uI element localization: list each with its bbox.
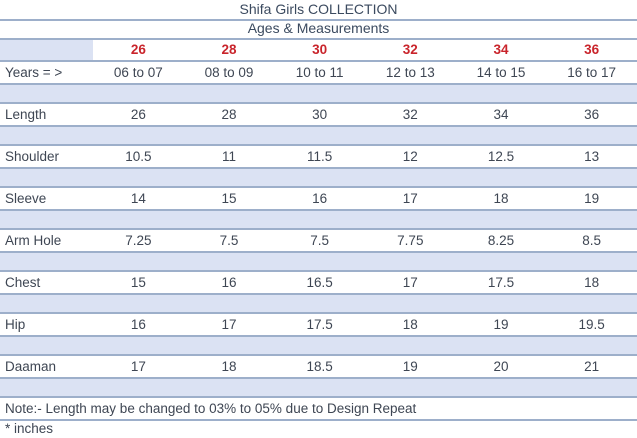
measurement-value: 7.25 [125,232,152,248]
years-value: 12 to 13 [385,64,435,80]
measurement-value: 10.5 [125,148,152,164]
measurement-value: 16.5 [306,274,333,290]
size-col-header: 34 [493,41,509,57]
measurement-value: 18 [402,316,418,332]
years-row: Years = > 06 to 07 08 to 09 10 to 11 12 … [0,62,637,85]
measurement-value: 19 [584,190,600,206]
measurement-value: 34 [493,106,509,122]
measurement-value: 15 [221,190,237,206]
years-label: Years = > [5,64,63,80]
measurement-value: 19 [493,316,509,332]
measurement-value: 7.5 [310,232,330,248]
measurement-value: 17 [130,358,146,374]
measurement-value: 7.75 [397,232,424,248]
measurement-value: 36 [584,106,600,122]
measurement-label: Length [5,106,47,122]
size-col-header: 28 [221,41,237,57]
measurement-label: Shoulder [5,148,60,164]
spacer-band [0,127,637,146]
measurement-value: 18 [493,190,509,206]
measurement-value: 21 [584,358,600,374]
subtitle: Ages & Measurements [247,20,390,36]
measurement-value: 20 [493,358,509,374]
measurement-value: 17 [402,274,418,290]
measurement-label: Chest [5,274,41,290]
measurement-value: 17.5 [306,316,333,332]
measurement-value: 8.25 [487,232,515,248]
measurement-value: 32 [402,106,418,122]
years-value: 08 to 09 [204,64,254,80]
measurement-value: 7.5 [219,232,239,248]
spacer-band [0,169,637,188]
note-row: Note:- Length may be changed to 03% to 0… [0,398,637,421]
measurement-value: 17.5 [487,274,515,290]
measurement-value: 19.5 [578,316,605,332]
title-row: Shifa Girls COLLECTION [0,0,637,21]
years-value: 16 to 17 [567,64,617,80]
measurement-value: 8.5 [582,232,602,248]
size-header-row: 26 28 30 32 34 36 [0,40,637,62]
spacer-band [0,379,637,398]
unit-note-text: * inches [5,420,54,436]
table-row-hip: Hip 16 17 17.5 18 19 19.5 [0,314,637,337]
measurement-value: 13 [584,148,600,164]
spacer-band [0,211,637,230]
corner-cell [0,40,93,60]
measurement-value: 17 [221,316,237,332]
spacer-band [0,295,637,314]
measurement-label: Hip [5,316,26,332]
table-row-sleeve: Sleeve 14 15 16 17 18 19 [0,188,637,211]
measurement-value: 11 [221,148,236,164]
subtitle-row: Ages & Measurements [0,21,637,40]
note-text: Note:- Length may be changed to 03% to 0… [5,400,417,416]
size-col-header: 26 [130,41,146,57]
page-title: Shifa Girls COLLECTION [239,1,398,17]
measurement-value: 16 [130,316,146,332]
table-row-shoulder: Shoulder 10.5 11 11.5 12 12.5 13 [0,146,637,169]
size-col-header: 36 [584,41,600,57]
measurement-value: 17 [402,190,418,206]
table-row-chest: Chest 15 16 16.5 17 17.5 18 [0,272,637,295]
measurement-value: 16 [312,190,328,206]
table-row-length: Length 26 28 30 32 34 36 [0,104,637,127]
measurement-value: 16 [221,274,237,290]
measurement-label: Sleeve [5,190,47,206]
spacer-band [0,253,637,272]
spacer-band [0,337,637,356]
measurement-value: 19 [402,358,418,374]
measurement-label: Daaman [5,358,57,374]
size-col-header: 30 [312,41,328,57]
measurement-value: 30 [312,106,328,122]
measurement-value: 12.5 [487,148,515,164]
measurement-value: 26 [130,106,146,122]
size-col-header: 32 [402,41,418,57]
measurement-label: Arm Hole [5,232,62,248]
years-value: 14 to 15 [476,64,526,80]
measurement-value: 18.5 [306,358,333,374]
years-value: 06 to 07 [113,64,163,80]
measurement-value: 18 [221,358,237,374]
measurement-value: 18 [584,274,600,290]
years-value: 10 to 11 [295,64,344,80]
table-row-arm-hole: Arm Hole 7.25 7.5 7.5 7.75 8.25 8.5 [0,230,637,253]
measurement-value: 12 [402,148,418,164]
table-row-daaman: Daaman 17 18 18.5 19 20 21 [0,356,637,379]
measurement-value: 11.5 [307,148,333,164]
measurement-value: 14 [130,190,146,206]
spacer-band [0,85,637,104]
measurement-value: 15 [130,274,146,290]
measurement-value: 28 [221,106,237,122]
unit-note-row: * inches [0,421,637,438]
